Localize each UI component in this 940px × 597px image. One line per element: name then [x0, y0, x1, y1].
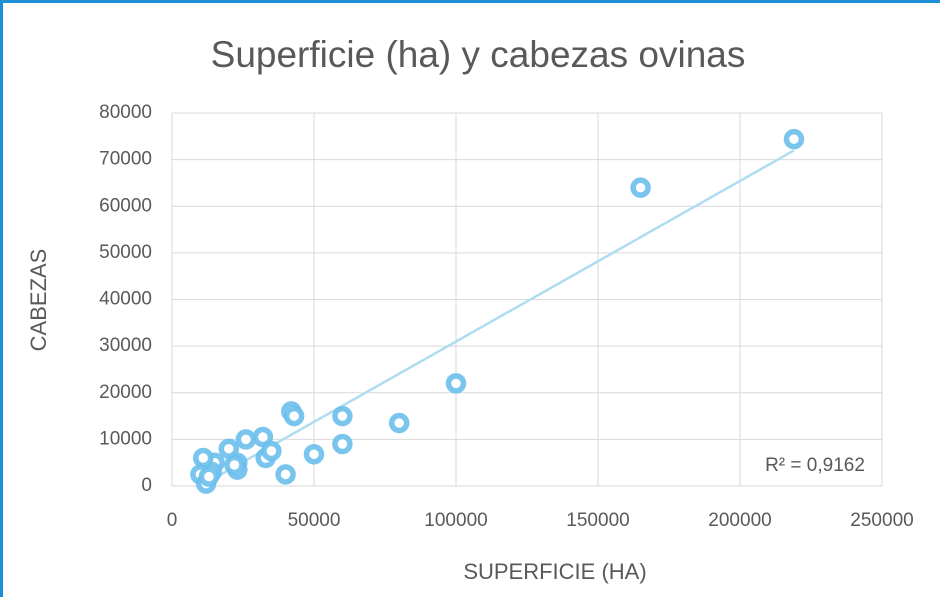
point [275, 464, 296, 485]
x-tick-label: 0 [167, 510, 178, 531]
point [198, 466, 220, 487]
point [332, 405, 353, 427]
point [261, 440, 282, 462]
trendline [199, 149, 795, 488]
y-tick-label: 20000 [99, 382, 152, 403]
point [445, 373, 467, 394]
point [283, 405, 305, 427]
point [218, 438, 240, 459]
y-axis-label: CABEZAS [26, 249, 51, 352]
point [783, 128, 805, 150]
point [303, 444, 325, 465]
y-tick-label: 30000 [99, 335, 152, 356]
point [224, 454, 245, 476]
point [332, 433, 353, 455]
y-tick-label: 10000 [99, 428, 152, 449]
y-tick-label: 40000 [99, 289, 152, 310]
x-tick-label: 150000 [566, 510, 629, 531]
point [192, 447, 214, 469]
point [630, 177, 651, 198]
annotation: R² = 0,9162 [765, 455, 865, 476]
point [388, 412, 410, 434]
y-tick-label: 80000 [99, 102, 152, 123]
x-tick-label: 250000 [850, 510, 913, 531]
x-axis-label: SUPERFICIE (HA) [463, 559, 646, 584]
y-tick-label: 60000 [99, 195, 152, 216]
y-tick-label: 0 [141, 475, 152, 496]
x-tick-label: 200000 [708, 510, 771, 531]
y-tick-label: 50000 [99, 242, 152, 263]
x-tick-label: 100000 [424, 510, 487, 531]
y-tick-label: 70000 [99, 149, 152, 170]
chart-title: Superficie (ha) y cabezas ovinas [211, 34, 746, 75]
point [235, 429, 257, 450]
x-tick-label: 50000 [288, 510, 341, 531]
